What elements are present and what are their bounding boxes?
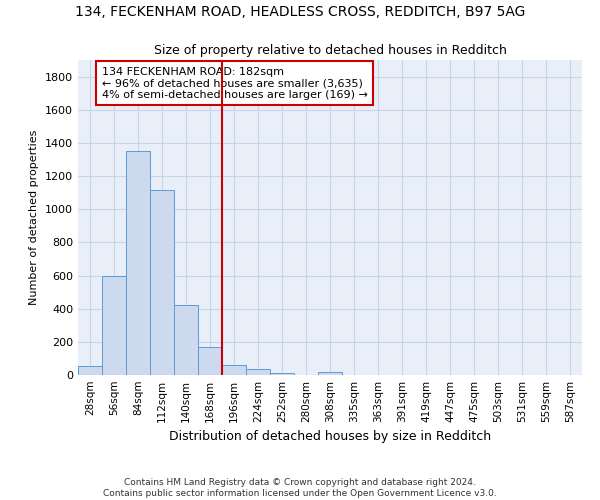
Bar [78,366,102,375]
Bar [174,304,198,375]
Bar [126,151,150,375]
Text: 134 FECKENHAM ROAD: 182sqm
← 96% of detached houses are smaller (3,635)
4% of se: 134 FECKENHAM ROAD: 182sqm ← 96% of deta… [102,66,368,100]
Y-axis label: Number of detached properties: Number of detached properties [29,130,40,305]
Bar [270,373,294,375]
Bar [246,368,270,375]
Bar [222,365,246,375]
X-axis label: Distribution of detached houses by size in Redditch: Distribution of detached houses by size … [169,430,491,444]
Bar [102,276,126,375]
Title: Size of property relative to detached houses in Redditch: Size of property relative to detached ho… [154,44,506,58]
Bar [318,372,342,375]
Bar [150,190,174,375]
Text: Contains HM Land Registry data © Crown copyright and database right 2024.
Contai: Contains HM Land Registry data © Crown c… [103,478,497,498]
Bar [198,347,222,375]
Text: 134, FECKENHAM ROAD, HEADLESS CROSS, REDDITCH, B97 5AG: 134, FECKENHAM ROAD, HEADLESS CROSS, RED… [75,5,525,19]
